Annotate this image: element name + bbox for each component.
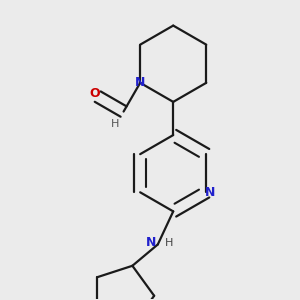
Text: N: N — [146, 236, 156, 249]
Text: H: H — [165, 238, 173, 248]
Text: O: O — [89, 87, 100, 100]
Text: N: N — [135, 76, 146, 89]
Text: H: H — [111, 119, 119, 129]
Text: N: N — [205, 186, 215, 199]
